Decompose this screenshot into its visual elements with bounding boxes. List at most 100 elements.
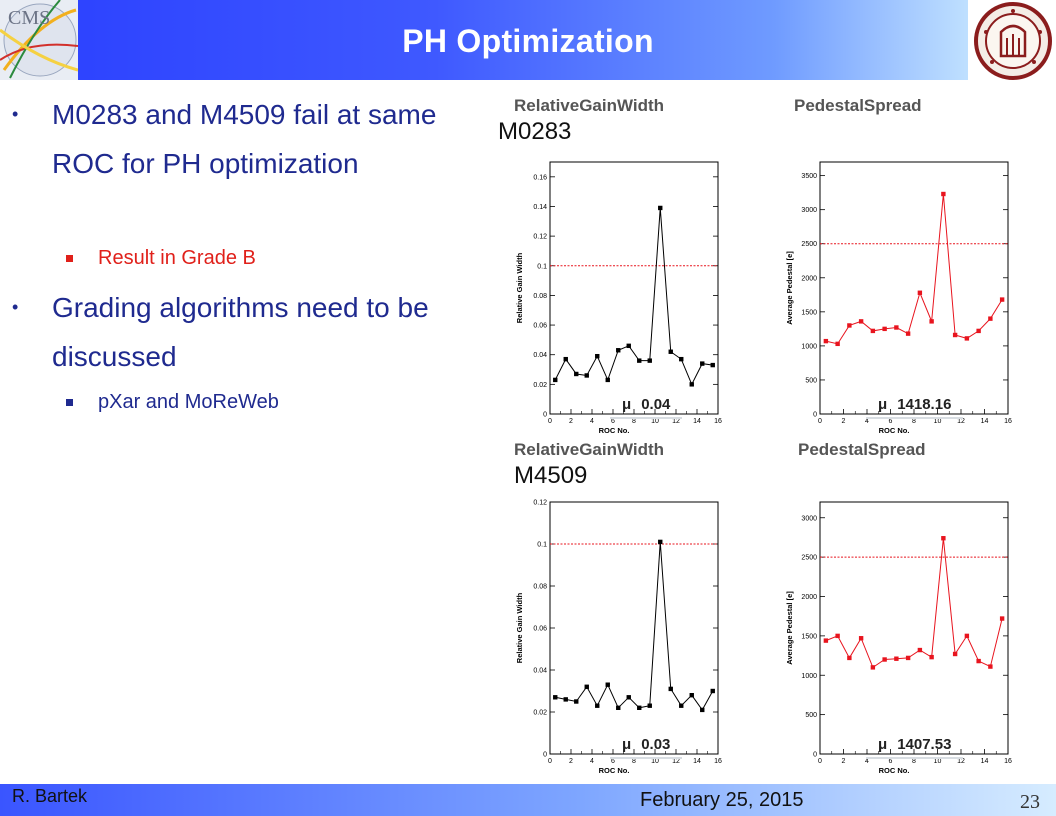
data-point [870,328,876,334]
data-point [917,647,923,653]
data-point [964,336,970,341]
x-tick-label: 4 [590,758,594,765]
data-point [823,338,829,344]
y-tick-label: 2500 [801,555,817,562]
chart-title: RelativeGainWidth [514,96,665,115]
bullet-item: • M0283 and M4509 fail at same ROC for P… [12,90,472,188]
y-tick-label: 3500 [801,173,817,180]
data-point [710,362,715,368]
y-tick-label: 1000 [801,343,817,350]
y-tick-label: 0 [813,752,817,759]
footer-author: R. Bartek [12,786,88,806]
x-tick-label: 4 [865,758,869,765]
sub-bullet-text: pXar and MoReWeb [98,391,279,413]
data-point [882,326,887,332]
data-point [574,699,579,704]
data-point [941,536,946,541]
series-line [825,538,1003,669]
plot-frame [549,501,719,755]
y-tick-label: 0.12 [533,500,547,507]
y-tick-label: 0.04 [533,668,547,675]
x-tick-label: 10 [934,758,942,765]
data-point [929,654,934,660]
data-point [870,665,876,670]
slide-title: PH Optimization [402,23,654,59]
x-axis-label: ROC No. [879,426,910,435]
data-point [626,695,631,700]
chart-title: RelativeGainWidth [514,440,665,459]
x-tick-label: 12 [957,418,965,425]
data-point [894,656,899,661]
mean-value-box: μ 0.03 [610,736,683,759]
data-point [917,290,923,295]
x-tick-label: 16 [714,758,722,765]
y-tick-label: 0.1 [537,542,547,549]
data-point [858,319,864,324]
x-tick-label: 10 [651,758,659,765]
data-point [595,703,600,708]
x-axis-label: ROC No. [599,426,630,435]
data-point [584,684,589,689]
x-tick-label: 14 [981,758,989,765]
data-point [858,636,864,641]
y-axis-label: Relative Gain Width [515,252,524,323]
y-tick-label: 2000 [801,275,817,282]
y-tick-label: 500 [805,712,817,719]
x-tick-label: 0 [548,418,552,425]
university-seal-logo [972,2,1054,80]
data-point [689,693,694,698]
plot-frame [819,161,1009,415]
data-point [964,633,970,639]
chart-svg-relative-gain-width-m4509: 0 0.02 0.04 0.06 0.08 0.1 0.12 0 2 4 6 8 10 12 14 16 ROC… [515,500,722,776]
data-point [894,325,899,330]
data-point [835,341,840,347]
y-tick-label: 1500 [801,633,817,640]
sub-bullet-item: pXar and MoReWeb [66,388,468,416]
data-point [637,358,642,363]
series-line [825,193,1003,345]
data-point [616,348,621,353]
chart-svg-relative-gain-width-m0283: 0 0.02 0.04 0.06 0.08 0.1 0.12 0.14 0.16 0 2 4 6 8 10 1… [515,161,722,435]
y-tick-label: 1500 [801,309,817,316]
square-bullet-icon [66,255,73,262]
y-tick-label: 0.08 [533,293,547,300]
data-point [976,658,981,664]
y-tick-label: 0 [543,412,547,419]
data-point [605,377,610,383]
data-point [637,705,642,710]
sub-bullet-item: Result in Grade B [66,244,468,272]
y-tick-label: 0 [813,412,817,419]
data-point [952,651,958,657]
data-point [584,373,589,378]
y-tick-label: 0 [543,752,547,759]
x-tick-label: 0 [818,418,822,425]
x-tick-label: 12 [672,418,680,425]
chart-title: PedestalSpread [794,96,922,115]
data-point [988,664,993,669]
x-tick-label: 14 [693,418,701,425]
y-tick-label: 0.06 [533,323,547,330]
y-tick-label: 3000 [801,207,817,214]
y-tick-label: 0.04 [533,352,547,359]
bullet-text: Grading algorithms need to be discussed [52,292,429,372]
x-tick-label: 8 [912,418,916,425]
y-axis-label: Relative Gain Width [515,592,524,663]
data-point [700,361,705,366]
x-tick-label: 0 [548,758,552,765]
module-label-m0283: M0283 [498,118,572,146]
data-point [905,331,911,336]
data-point [988,316,993,321]
plot-frame [549,161,719,415]
y-tick-label: 0.1 [537,263,547,270]
x-tick-label: 6 [611,758,615,765]
x-tick-label: 16 [1004,418,1012,425]
data-point [563,356,568,362]
mean-value-box: μ 0.04 [610,396,683,419]
data-point [835,633,840,639]
x-tick-label: 16 [714,418,722,425]
data-point [847,323,852,328]
series-line [554,207,713,386]
y-tick-label: 0.14 [533,204,547,211]
x-tick-label: 2 [569,418,573,425]
data-point [679,703,684,708]
